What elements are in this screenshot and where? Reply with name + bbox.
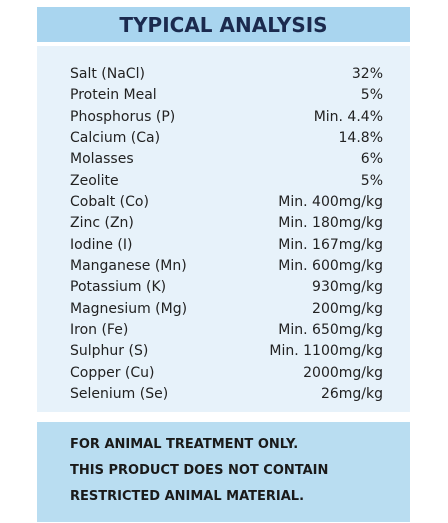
table-row: Potassium (K) 930mg/kg xyxy=(70,277,383,298)
nutrient-name: Zinc (Zn) xyxy=(70,215,134,232)
table-row: Protein Meal 5% xyxy=(70,85,383,106)
nutrient-value: 200mg/kg xyxy=(312,300,383,317)
table-row: Cobalt (Co) Min. 400mg/kg xyxy=(70,191,383,212)
nutrient-value: Min. 180mg/kg xyxy=(278,215,383,232)
nutrient-name: Calcium (Ca) xyxy=(70,129,161,146)
table-row: Phosphorus (P) Min. 4.4% xyxy=(70,106,383,127)
table-row: Selenium (Se) 26mg/kg xyxy=(70,383,383,404)
table-row: Zinc (Zn) Min. 180mg/kg xyxy=(70,213,383,234)
header-band: TYPICAL ANALYSIS xyxy=(37,7,410,42)
nutrient-value: 14.8% xyxy=(338,129,383,146)
nutrient-name: Protein Meal xyxy=(70,87,157,104)
nutrient-value: 2000mg/kg xyxy=(303,364,383,381)
nutrient-value: Min. 600mg/kg xyxy=(278,257,383,274)
nutrient-name: Copper (Cu) xyxy=(70,364,155,381)
table-row: Salt (NaCl) 32% xyxy=(70,64,383,85)
nutrient-name: Iron (Fe) xyxy=(70,321,129,338)
table-row: Sulphur (S) Min. 1100mg/kg xyxy=(70,341,383,362)
nutrient-value: Min. 650mg/kg xyxy=(278,321,383,338)
nutrient-value: Min. 167mg/kg xyxy=(278,236,383,253)
nutrient-name: Salt (NaCl) xyxy=(70,66,145,82)
nutrient-name: Magnesium (Mg) xyxy=(70,300,188,317)
nutrient-name: Zeolite xyxy=(70,172,119,189)
nutrient-value: Min. 400mg/kg xyxy=(278,193,383,210)
table-row: Calcium (Ca) 14.8% xyxy=(70,127,383,148)
table-row: Zeolite 5% xyxy=(70,170,383,191)
nutrient-name: Molasses xyxy=(70,151,134,168)
nutrient-value: Min. 1100mg/kg xyxy=(269,343,383,360)
nutrient-value: 5% xyxy=(360,172,383,189)
footer-band: FOR ANIMAL TREATMENT ONLY. THIS PRODUCT D… xyxy=(37,422,410,522)
table-row: Copper (Cu) 2000mg/kg xyxy=(70,362,383,383)
nutrient-name: Potassium (K) xyxy=(70,279,167,296)
table-row: Iodine (I) Min. 167mg/kg xyxy=(70,234,383,255)
table-row: Molasses 6% xyxy=(70,149,383,170)
nutrient-name: Cobalt (Co) xyxy=(70,193,149,210)
nutrient-value: 5% xyxy=(360,87,383,104)
nutrient-name: Iodine (I) xyxy=(70,236,133,253)
nutrient-value: 930mg/kg xyxy=(312,279,383,296)
nutrient-name: Sulphur (S) xyxy=(70,343,149,360)
nutrient-name: Phosphorus (P) xyxy=(70,108,176,125)
nutrient-name: Selenium (Se) xyxy=(70,385,169,402)
nutrient-value: 6% xyxy=(360,151,383,168)
table-row: Iron (Fe) Min. 650mg/kg xyxy=(70,319,383,340)
nutrient-value: Min. 4.4% xyxy=(313,108,383,125)
nutrient-name: Manganese (Mn) xyxy=(70,257,187,274)
nutrient-value: 32% xyxy=(351,66,383,82)
table-row: Magnesium (Mg) 200mg/kg xyxy=(70,298,383,319)
footer-line: FOR ANIMAL TREATMENT ONLY. xyxy=(70,437,299,452)
footer-line: THIS PRODUCT DOES NOT CONTAIN xyxy=(70,463,329,478)
analysis-table: Salt (NaCl) 32% Protein Meal 5% Phosphorus (… xyxy=(37,46,410,412)
nutrient-value: 26mg/kg xyxy=(320,385,383,402)
table-row: Manganese (Mn) Min. 600mg/kg xyxy=(70,255,383,276)
title: TYPICAL ANALYSIS xyxy=(119,12,328,37)
footer-line: RESTRICTED ANIMAL MATERIAL. xyxy=(70,489,305,504)
